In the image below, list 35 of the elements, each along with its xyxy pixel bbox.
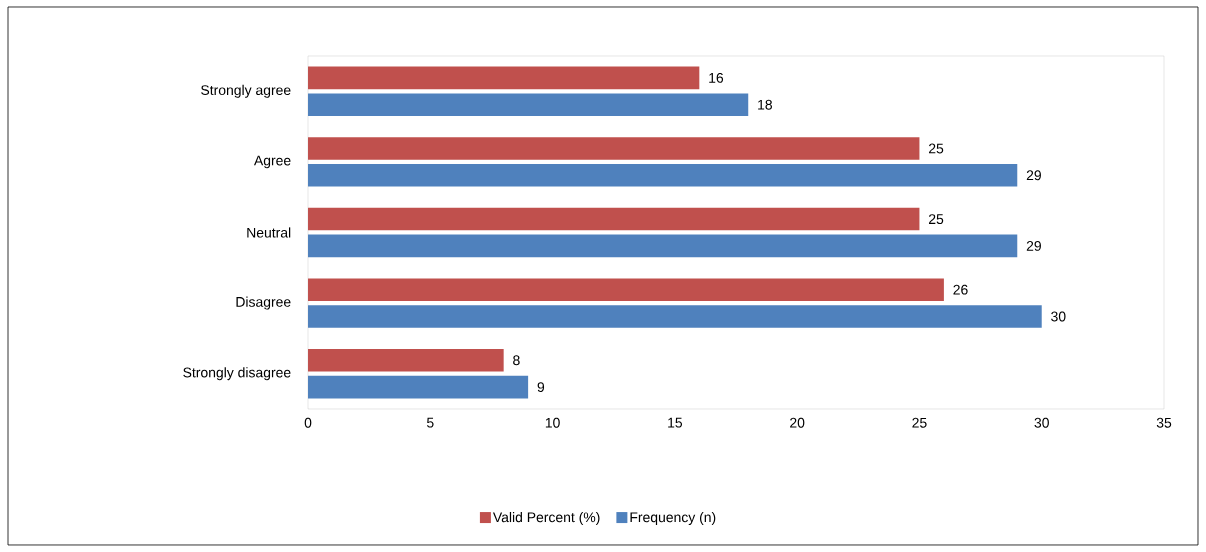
y-tick-label: Strongly disagree [183, 367, 291, 381]
x-tick-label: 30 [1034, 417, 1049, 428]
data-label: 29 [1026, 170, 1041, 181]
bar [308, 375, 529, 399]
data-label: 25 [928, 214, 944, 225]
y-tick-label: Neutral [247, 227, 291, 238]
y-tick-label: Strongly agree [201, 84, 291, 98]
x-tick-label: 5 [426, 417, 434, 428]
data-label: 25 [928, 143, 944, 154]
legend-label: Frequency (n) [630, 511, 716, 525]
data-label: 8 [513, 355, 520, 366]
bar [308, 305, 1042, 328]
data-label: 26 [953, 284, 968, 295]
x-tick-label: 15 [668, 417, 683, 428]
bar [308, 234, 1018, 258]
x-tick-label: 10 [545, 417, 560, 428]
bar [308, 66, 700, 90]
x-tick-label: 35 [1156, 417, 1172, 428]
data-label: 29 [1026, 240, 1041, 251]
x-tick-label: 25 [912, 417, 927, 428]
bar [308, 137, 920, 160]
data-label: 16 [709, 72, 724, 83]
data-label: 18 [758, 99, 772, 110]
y-tick-label: Agree [253, 155, 291, 169]
bar [308, 93, 749, 116]
data-label: 9 [537, 382, 545, 393]
y-tick-label: Disagree [236, 296, 291, 310]
bar [308, 164, 1018, 187]
x-tick-label: 0 [304, 417, 312, 428]
x-tick-label: 20 [790, 417, 805, 428]
legend-label: Valid Percent (%) [492, 511, 600, 525]
bar [308, 348, 504, 372]
bar [308, 278, 944, 301]
data-label: 30 [1051, 311, 1066, 322]
bar [308, 207, 920, 231]
